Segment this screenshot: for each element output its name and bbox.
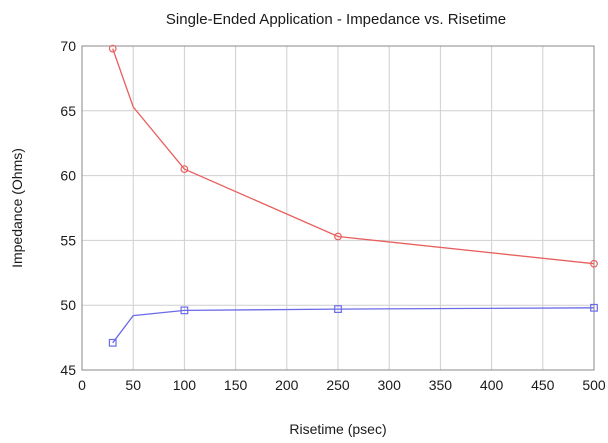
y-axis-label: Impedance (Ohms) [9,148,25,268]
x-tick-label: 150 [224,377,248,393]
data-point-circle [180,165,189,174]
x-tick-label: 0 [78,377,86,393]
x-axis-label: Risetime (psec) [289,421,386,437]
data-point-circle [108,44,117,53]
series-group [108,44,598,347]
series-0 [108,44,598,268]
series-line [112,48,595,265]
x-tick-label: 250 [326,377,350,393]
x-tick-label: 50 [125,377,141,393]
data-point-square [334,305,342,313]
x-tick-label: 500 [582,377,606,393]
data-point-circle [590,259,598,268]
data-point-square [108,338,117,347]
x-axis-ticks: 0 50 100 150 200 250 300 350 400 450 500 [78,377,606,393]
plot-frame [81,45,595,371]
x-tick-label: 100 [173,377,197,393]
y-tick-label: 50 [60,297,76,313]
x-tick-label: 400 [480,377,504,393]
y-tick-label: 65 [60,103,76,119]
y-axis-ticks: 45 50 55 60 65 70 [60,38,76,378]
x-tick-label: 300 [378,377,402,393]
x-tick-label: 350 [429,377,453,393]
y-tick-label: 60 [60,168,76,184]
series-line [112,307,595,344]
grid-lines [81,45,595,371]
x-tick-label: 450 [531,377,555,393]
data-point-square [180,306,189,315]
series-1 [108,303,598,347]
data-point-square [590,303,598,312]
x-tick-label: 200 [275,377,299,393]
y-tick-label: 45 [60,362,76,378]
chart-title: Single-Ended Application - Impedance vs.… [166,11,506,28]
y-tick-label: 70 [60,38,76,54]
data-point-circle [334,232,342,241]
y-tick-label: 55 [60,232,76,248]
